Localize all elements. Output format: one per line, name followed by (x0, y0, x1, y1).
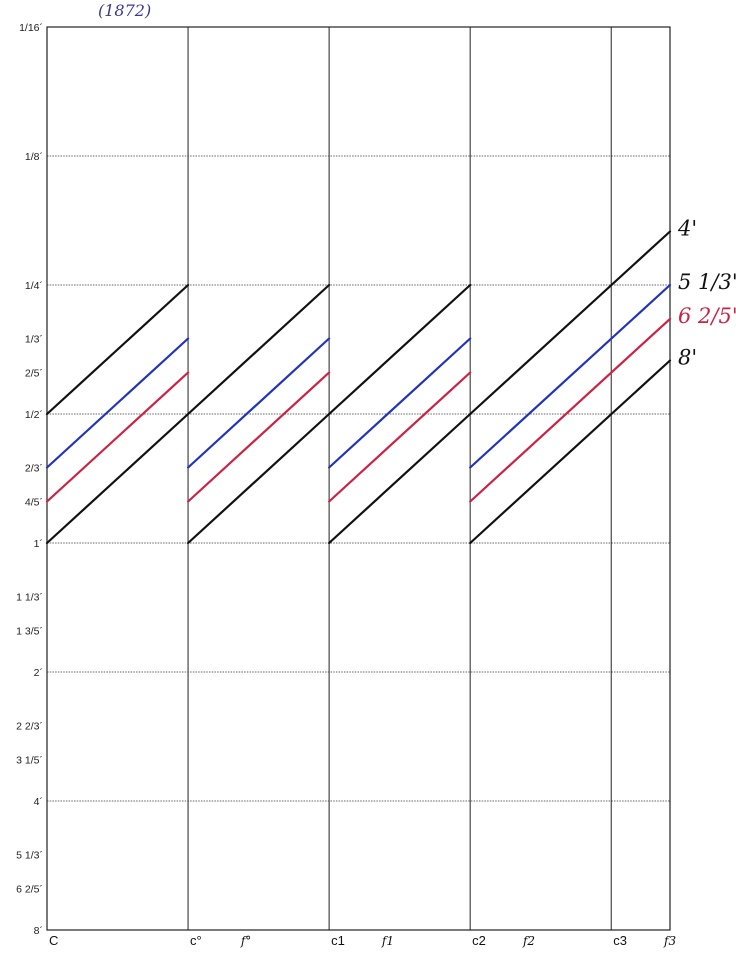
x-tick-label: f2 (522, 934, 535, 948)
y-tick-label: 2 2/3´ (16, 721, 43, 733)
y-tick-label: 2/5´ (25, 367, 43, 379)
x-tick-label: c° (190, 933, 202, 948)
x-tick-label: f1 (381, 934, 394, 948)
series-0-segment-2 (328, 283, 472, 416)
series-2-segment-3 (469, 317, 672, 503)
x-tick-label: c2 (472, 933, 486, 948)
series-0-segment-1 (187, 283, 331, 416)
series-1-segment-2 (328, 337, 472, 469)
y-tick-label: 4/5´ (25, 496, 43, 508)
x-tick-label: c1 (331, 933, 345, 948)
y-tick-label: 1´ (34, 538, 43, 550)
series-label: 4' (677, 216, 697, 240)
series-1-segment-3 (469, 283, 672, 469)
series-lines (45, 230, 672, 545)
grid (46, 26, 671, 931)
y-axis-labels: 1/16´ 1/8´ 1/4´ 1/3´ 2/5´ 1/2´ 2/3´ 4/5´ 1´ 1 1/3… (16, 22, 43, 937)
series-3-segment-2 (328, 412, 472, 545)
series-label: 6 2/5' (678, 304, 736, 328)
x-tick-label: C (49, 933, 58, 948)
x-tick-label: f° (240, 934, 251, 948)
series-0-segment-3 (469, 230, 672, 416)
y-tick-label: 1/16´ (19, 22, 43, 34)
y-tick-label: 1 3/5´ (16, 625, 43, 637)
series-label: 8' (678, 345, 697, 369)
year-note: (1872) (98, 1, 151, 20)
series-label: 5 1/3' (678, 270, 736, 294)
y-tick-label: 1/4´ (25, 280, 43, 292)
y-tick-label: 1/3´ (25, 334, 43, 346)
series-labels: 4' 5 1/3' 6 2/5' 8' (677, 216, 736, 369)
series-2-segment-0 (45, 371, 190, 503)
y-tick-label: 1/2´ (25, 409, 43, 421)
y-tick-label: 4´ (34, 796, 43, 808)
y-tick-label: 5 1/3´ (16, 850, 43, 862)
y-tick-label: 6 2/5´ (16, 883, 43, 895)
series-2-segment-2 (328, 371, 472, 503)
series-3-segment-0 (45, 412, 190, 545)
series-3-segment-1 (187, 412, 331, 545)
y-tick-label: 3 1/5´ (16, 754, 43, 766)
series-2-segment-1 (187, 371, 331, 503)
series-3-segment-3 (469, 359, 672, 545)
y-tick-label: 2´ (34, 667, 43, 679)
plot-frame (46, 26, 671, 931)
series-1-segment-0 (45, 337, 190, 469)
y-tick-label: 8´ (34, 925, 43, 937)
y-tick-label: 1/8´ (25, 151, 43, 163)
y-tick-label: 1 1/3´ (16, 592, 43, 604)
x-tick-label: c3 (613, 933, 627, 948)
y-tick-label: 2/3´ (25, 463, 43, 475)
series-1-segment-1 (187, 337, 331, 469)
series-0-segment-0 (45, 283, 190, 416)
x-tick-label: f3 (663, 934, 676, 948)
